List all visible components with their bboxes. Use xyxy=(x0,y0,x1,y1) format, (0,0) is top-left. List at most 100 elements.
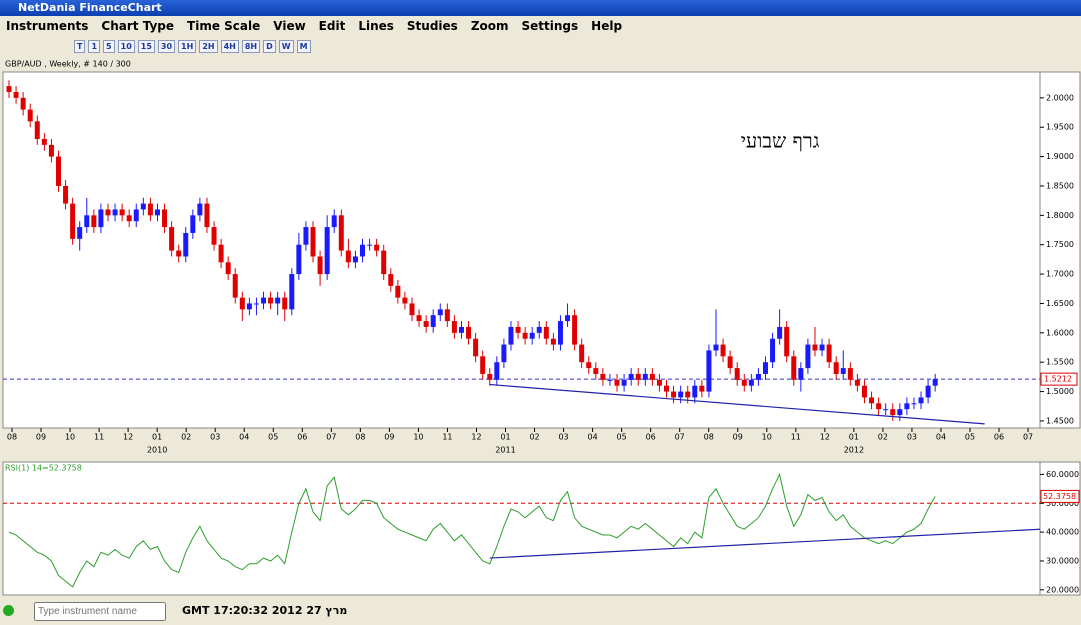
candle-body xyxy=(91,215,97,228)
instrument-input[interactable] xyxy=(34,602,166,621)
candle-body xyxy=(268,297,274,304)
candle-body xyxy=(282,297,288,310)
rsi-tick-label: 60.0000 xyxy=(1046,470,1079,479)
candle-body xyxy=(451,321,457,333)
candle-body xyxy=(204,203,210,228)
candle-body xyxy=(734,368,740,380)
annotation: גרף שבועי xyxy=(741,129,820,153)
period-button[interactable]: 2H xyxy=(199,40,218,53)
candle-body xyxy=(225,262,231,275)
candle-body xyxy=(784,326,790,357)
candle-body xyxy=(140,203,146,210)
period-button[interactable]: 4H xyxy=(220,40,239,53)
x-tick-label: 08 xyxy=(704,433,714,442)
candle-body xyxy=(133,209,139,222)
x-tick-label: 09 xyxy=(733,433,743,442)
y-tick-label: 1.8000 xyxy=(1046,211,1074,220)
candle-body xyxy=(805,344,811,369)
menu-item[interactable]: Instruments xyxy=(6,19,89,33)
last-price-box xyxy=(1040,372,1078,386)
rsi-tick-label: 30.0000 xyxy=(1046,556,1079,565)
period-button[interactable]: 15 xyxy=(137,40,155,53)
candle-body xyxy=(275,297,281,304)
menu-item[interactable]: Lines xyxy=(358,19,394,33)
menu-item[interactable]: Chart Type xyxy=(101,19,175,33)
candle-body xyxy=(63,185,69,204)
period-button[interactable]: 1H xyxy=(178,40,197,53)
candle-body xyxy=(621,379,627,386)
menu-item[interactable]: Settings xyxy=(521,19,579,33)
y-tick-label: 1.6500 xyxy=(1046,299,1074,308)
candle-body xyxy=(607,379,613,381)
x-tick-label: 04 xyxy=(588,433,598,442)
menu-item[interactable]: Time Scale xyxy=(187,19,261,33)
candle-body xyxy=(317,256,323,275)
x-tick-label: 11 xyxy=(94,433,104,442)
x-tick-label: 10 xyxy=(413,433,423,442)
x-tick-label: 06 xyxy=(994,433,1004,442)
candle-body xyxy=(586,362,592,369)
candle-body xyxy=(826,344,832,363)
period-button[interactable]: 5 xyxy=(103,40,115,53)
candle-body xyxy=(345,250,351,263)
x-tick-label: 04 xyxy=(936,433,946,442)
price-panel xyxy=(2,71,1041,429)
rsi-tick-label: 40.0000 xyxy=(1046,528,1079,537)
x-tick-label: 03 xyxy=(907,433,917,442)
candle-body xyxy=(741,379,747,386)
candle-body xyxy=(932,379,938,386)
candle-body xyxy=(770,338,776,363)
menu-item[interactable]: Edit xyxy=(318,19,346,33)
period-button[interactable]: T xyxy=(74,40,86,53)
x-tick-label: 12 xyxy=(820,433,830,442)
candle-body xyxy=(833,362,839,374)
x-tick-label: 02 xyxy=(181,433,191,442)
year-label: 2012 xyxy=(844,446,864,455)
candle-body xyxy=(798,368,804,380)
candle-body xyxy=(890,409,896,416)
period-button[interactable]: W xyxy=(278,40,294,53)
x-tick-label: 09 xyxy=(384,433,394,442)
candle-body xyxy=(423,321,429,327)
x-tick-label: 06 xyxy=(646,433,656,442)
candle-body xyxy=(176,250,182,257)
candle-body xyxy=(84,215,90,228)
x-tick-label: 09 xyxy=(36,433,46,442)
period-button[interactable]: 30 xyxy=(157,40,176,53)
candle-body xyxy=(218,244,224,263)
candle-body xyxy=(565,315,571,322)
candle-body xyxy=(296,244,302,275)
candle-body xyxy=(147,203,153,216)
rsi-axis xyxy=(1039,461,1081,596)
chart-title: GBP/AUD , Weekly, # 140 / 300 xyxy=(5,60,131,69)
candle-body xyxy=(105,209,111,216)
candle-body xyxy=(48,144,54,157)
candle-body xyxy=(692,385,698,398)
y-tick-label: 1.6000 xyxy=(1046,328,1074,337)
candle-body xyxy=(381,250,387,275)
period-button[interactable]: 1 xyxy=(88,40,101,53)
candle-body xyxy=(508,326,514,345)
x-tick-label: 12 xyxy=(123,433,133,442)
menu-item[interactable]: Zoom xyxy=(470,19,509,33)
menu-item[interactable]: View xyxy=(273,19,306,33)
candle-body xyxy=(515,326,521,333)
candle-body xyxy=(473,338,479,357)
x-tick-label: 11 xyxy=(442,433,452,442)
menu-item[interactable]: Studies xyxy=(406,19,458,33)
period-button[interactable]: 10 xyxy=(117,40,135,53)
rsi-tick-label: 50.0000 xyxy=(1046,499,1079,508)
period-button[interactable]: D xyxy=(263,40,276,53)
candle-body xyxy=(458,326,464,333)
candle-body xyxy=(232,274,238,298)
candle-body xyxy=(183,232,189,257)
period-button[interactable]: M xyxy=(296,40,311,53)
period-button[interactable]: 8H xyxy=(241,40,261,53)
status-bar: GMT 17:20:32 2012 מרץ 27 xyxy=(0,600,1081,625)
candle-body xyxy=(338,215,344,251)
rsi-last-box xyxy=(1040,489,1080,503)
menu-item[interactable]: Help xyxy=(591,19,623,33)
x-tick-label: 10 xyxy=(65,433,75,442)
candle-body xyxy=(444,309,450,322)
candle-body xyxy=(678,391,684,398)
